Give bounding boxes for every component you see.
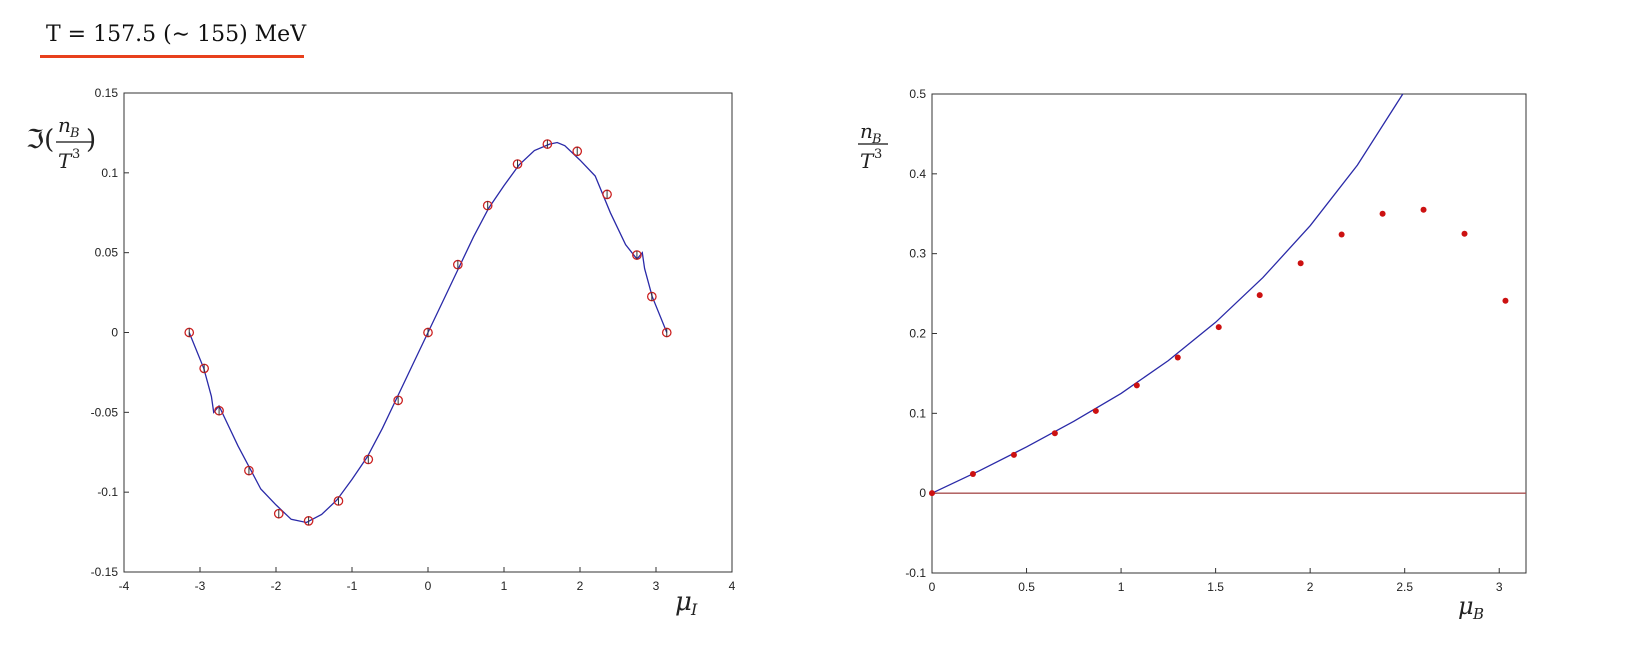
series-line-group — [931, 93, 1526, 494]
tick-group: 0 0.5 1 1.5 2 2.5 3-0.100.10.20.30.40.5 — [905, 87, 1503, 594]
y-tick-label: 0.5 — [909, 87, 926, 101]
svg-text:): ) — [86, 125, 96, 155]
x-tick-label: 1 — [1118, 580, 1125, 594]
y-tick-label: -0.05 — [91, 405, 119, 419]
svg-text:B: B — [871, 132, 882, 147]
data-point — [929, 490, 935, 497]
y-tick-label: 0.3 — [909, 247, 926, 261]
data-point — [1297, 260, 1304, 267]
x-tick-label: 0 — [929, 580, 936, 594]
data-point — [1256, 292, 1263, 299]
series-points-group — [184, 139, 672, 526]
data-point — [1461, 230, 1468, 237]
temperature-header: T = 157.5 (∼ 155) MeV — [46, 22, 307, 47]
data-point — [1092, 407, 1099, 414]
data-point — [1174, 354, 1181, 361]
y-tick-label: 0.15 — [95, 86, 119, 100]
x-tick-label: 1.5 — [1207, 580, 1224, 594]
data-point — [1133, 382, 1140, 389]
data-point — [1051, 430, 1058, 437]
y-tick-label: 0.1 — [101, 166, 118, 180]
x-tick-label: 1 — [501, 579, 508, 593]
x-tick-label: 2 — [577, 579, 584, 593]
svg-text:3: 3 — [72, 147, 80, 162]
x-axis-label: μ B — [1458, 592, 1484, 623]
y-tick-label: 0.2 — [909, 327, 926, 341]
y-tick-label: 0 — [919, 486, 926, 500]
svg-text:I: I — [690, 600, 698, 619]
svg-text:T: T — [860, 149, 875, 173]
tick-group: -4 -3 -2 -1 0 1 2 3 4 -0.15 -0.1 -0.05 0 0.05 0.1 0.15 — [91, 86, 736, 593]
svg-text:ℑ(: ℑ( — [26, 125, 54, 155]
y-tick-label: 0.4 — [909, 167, 926, 181]
y-axis-label: ℑ( n B T 3 ) — [26, 113, 96, 173]
x-tick-label: -4 — [119, 579, 130, 593]
series-line-group — [188, 141, 668, 524]
fit-curve — [931, 93, 1404, 494]
svg-text:3: 3 — [874, 147, 882, 162]
x-tick-label: 3 — [653, 579, 660, 593]
x-tick-label: 3 — [1496, 580, 1503, 594]
y-tick-label: 0 — [111, 326, 118, 340]
x-tick-label: -1 — [347, 579, 358, 593]
data-point — [1010, 451, 1017, 458]
chart-imaginary-nb: -4 -3 -2 -1 0 1 2 3 4-0.15-0.1-0.0500.050.10.15 … — [26, 86, 736, 619]
data-point — [1502, 297, 1509, 304]
x-tick-label: 0.5 — [1018, 580, 1035, 594]
fit-curve — [188, 141, 668, 524]
svg-text:μ: μ — [1458, 592, 1474, 620]
y-tick-label: -0.15 — [91, 565, 119, 579]
x-tick-label: 2.5 — [1396, 580, 1413, 594]
y-tick-label: 0.1 — [909, 406, 926, 420]
svg-text:n: n — [860, 119, 873, 143]
svg-text:B: B — [1472, 605, 1484, 623]
svg-text:n: n — [58, 113, 71, 137]
y-tick-label: 0.05 — [95, 246, 119, 260]
x-axis-label: μ I — [675, 587, 698, 619]
data-point — [1215, 324, 1222, 331]
series-points-group — [929, 206, 1509, 497]
y-tick-label: -0.1 — [905, 566, 926, 580]
x-tick-label: 4 — [729, 579, 736, 593]
y-tick-label: -0.1 — [97, 485, 118, 499]
header-underline — [40, 55, 304, 58]
y-axis-label: n B T 3 — [858, 119, 888, 173]
data-point — [1379, 210, 1386, 217]
x-tick-label: 2 — [1307, 580, 1314, 594]
svg-text:T: T — [58, 149, 73, 173]
data-point — [1420, 206, 1427, 213]
chart-nb: 0 0.5 1 1.5 2 2.5 3-0.100.10.20.30.40.5 n B T … — [858, 87, 1527, 623]
data-point — [1338, 231, 1345, 238]
x-tick-label: -2 — [271, 579, 282, 593]
data-point — [969, 471, 976, 478]
svg-text:μ: μ — [675, 587, 692, 617]
x-tick-label: 0 — [425, 579, 432, 593]
svg-text:B: B — [69, 126, 80, 141]
x-tick-label: -3 — [195, 579, 206, 593]
plot-frame — [931, 93, 1527, 574]
